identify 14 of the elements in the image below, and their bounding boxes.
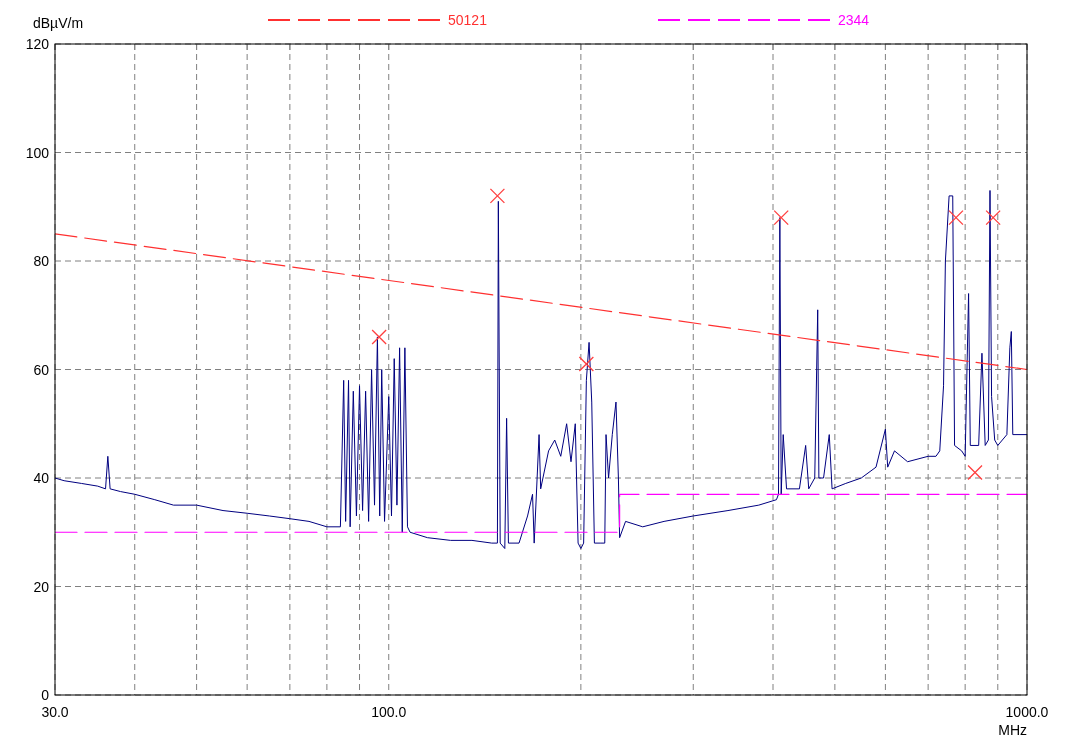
y-tick-label: 40 (33, 470, 50, 486)
y-tick-label: 0 (41, 687, 50, 703)
text: 2344 (838, 12, 870, 28)
y-tick-label: 80 (33, 253, 50, 269)
x-tick-label: 30.0 (41, 704, 69, 720)
y-tick-label: 60 (33, 361, 50, 378)
y-tick-label: 100 (25, 144, 50, 161)
y-axis-title: dBµV/m (33, 15, 84, 31)
x-axis-title: MHz (998, 722, 1027, 738)
y-tick-label: 20 (33, 578, 50, 595)
y-tick-label: 120 (25, 36, 50, 52)
x-tick-label: 1000.0 (1005, 704, 1049, 720)
x-tick-label: 100.0 (371, 704, 407, 720)
text: 50121 (448, 12, 488, 28)
